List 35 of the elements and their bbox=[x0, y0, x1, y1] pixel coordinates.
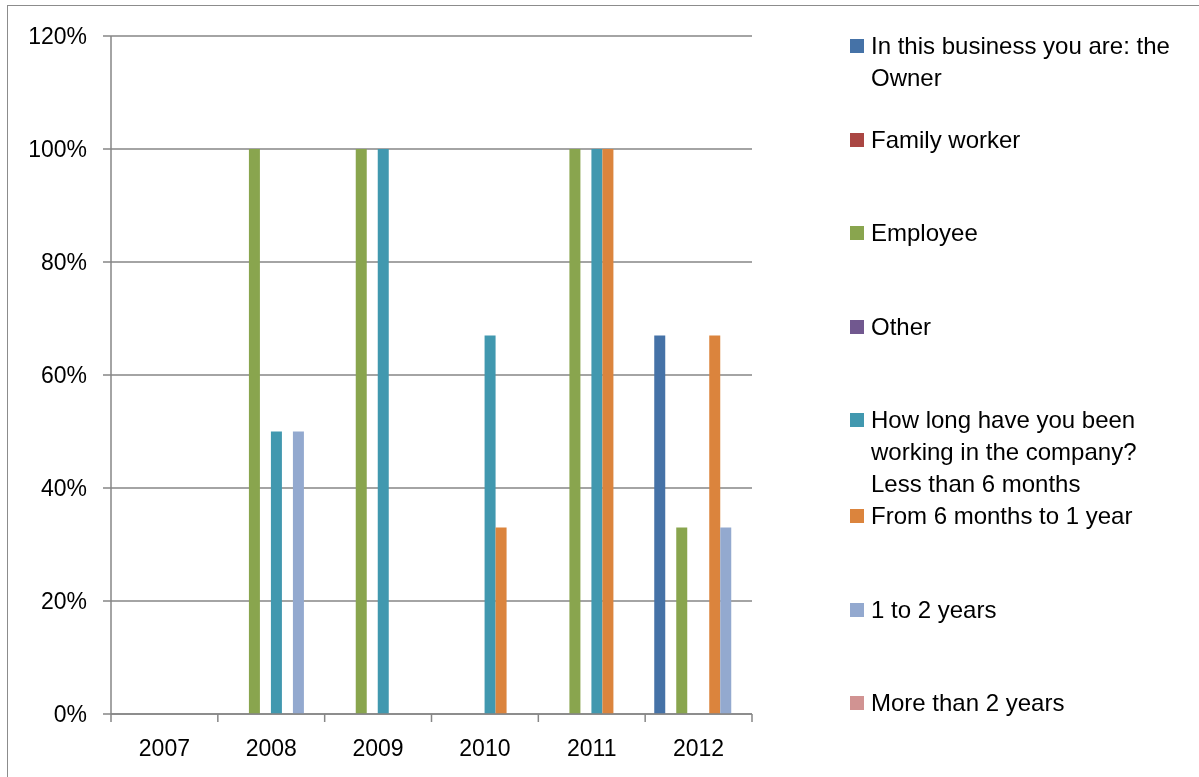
legend-label: Employee bbox=[871, 218, 979, 248]
bar bbox=[495, 527, 507, 714]
bar bbox=[720, 527, 732, 714]
legend-label: From 6 months to 1 year bbox=[871, 501, 1134, 531]
y-tick-label: 0% bbox=[53, 701, 87, 728]
legend-label: More than 2 years bbox=[871, 688, 1066, 718]
y-tick-label: 80% bbox=[40, 249, 87, 276]
legend-label: How long have you been working in the company? Less than 6 months bbox=[871, 405, 1138, 499]
bar bbox=[591, 149, 603, 714]
legend-label: Family worker bbox=[871, 124, 1022, 155]
bar bbox=[602, 149, 614, 714]
bar bbox=[355, 149, 367, 714]
x-tick-label: 2012 bbox=[673, 735, 725, 761]
bar bbox=[484, 335, 496, 714]
bar bbox=[676, 527, 688, 714]
bar bbox=[292, 431, 304, 714]
x-tick-label: 2011 bbox=[567, 735, 617, 761]
bar bbox=[270, 431, 282, 714]
y-tick-label: 40% bbox=[40, 475, 87, 502]
y-tick-label: 100% bbox=[28, 136, 87, 163]
bar bbox=[248, 149, 260, 714]
bar bbox=[709, 335, 721, 714]
x-tick-label: 2010 bbox=[459, 735, 511, 761]
legend-label: 1 to 2 years bbox=[871, 594, 998, 625]
x-tick-label: 2009 bbox=[352, 735, 404, 761]
x-tick-label: 2008 bbox=[245, 735, 297, 761]
x-tick-label: 2007 bbox=[138, 735, 190, 761]
legend-label: In this business you are: the Owner bbox=[871, 31, 1171, 93]
bar bbox=[569, 149, 581, 714]
y-tick-label: 60% bbox=[40, 362, 87, 389]
y-tick-label: 120% bbox=[28, 23, 87, 50]
legend-label: Other bbox=[871, 311, 933, 342]
bar bbox=[377, 149, 389, 714]
y-tick-label: 20% bbox=[40, 588, 87, 615]
bar bbox=[654, 335, 666, 714]
